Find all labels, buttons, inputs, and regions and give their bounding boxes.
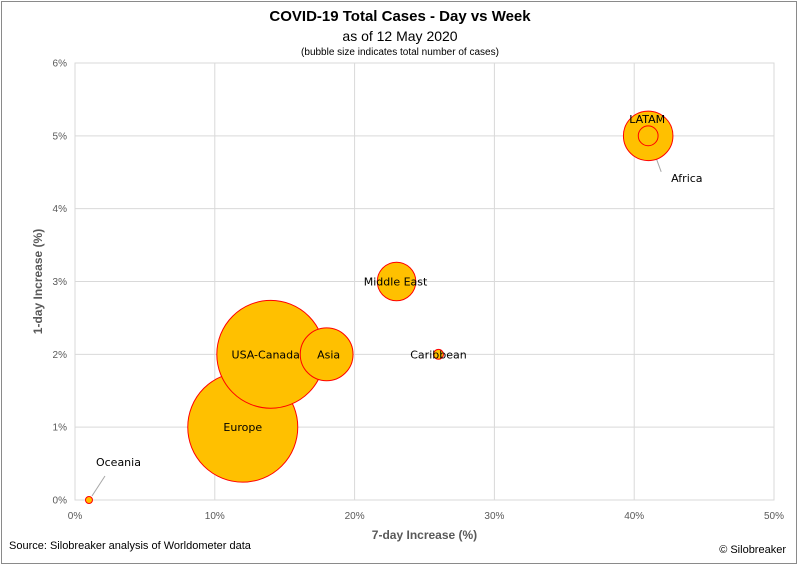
x-axis-title: 7-day Increase (%) xyxy=(372,528,477,542)
x-tick-label: 50% xyxy=(764,511,784,522)
y-tick-label: 1% xyxy=(53,423,68,434)
y-axis-title: 1-day Increase (%) xyxy=(31,229,45,334)
chart-note: (bubble size indicates total number of c… xyxy=(301,47,499,58)
x-tick-label: 40% xyxy=(624,511,644,522)
chart-title: COVID-19 Total Cases - Day vs Week xyxy=(269,8,531,25)
y-tick-label: 2% xyxy=(53,350,68,361)
source-note: Source: Silobreaker analysis of Worldome… xyxy=(9,540,251,552)
bubble-label: USA-Canada xyxy=(232,348,300,361)
bubble-middle-east xyxy=(376,261,417,302)
bubbles xyxy=(84,110,674,504)
y-tick-label: 0% xyxy=(53,496,68,507)
x-tick-label: 20% xyxy=(345,511,365,522)
y-tick-label: 5% xyxy=(53,131,68,142)
bubble-label: LATAM xyxy=(629,113,665,126)
bubble-asia xyxy=(299,327,354,382)
leader-line xyxy=(91,475,106,497)
bubble-oceania xyxy=(84,496,93,504)
tick-labels: 0% 10% 20% 30% 40% 50% 0% 1% 2% 3% 4% 5% 6% xyxy=(53,59,785,523)
y-tick-label: 3% xyxy=(53,277,68,288)
chart-subtitle: as of 12 May 2020 xyxy=(342,28,458,44)
copyright-note: © Silobreaker xyxy=(719,544,786,556)
x-tick-label: 10% xyxy=(205,511,225,522)
bubble-label: Asia xyxy=(317,348,340,361)
x-tick-label: 30% xyxy=(484,511,504,522)
y-tick-label: 6% xyxy=(53,59,68,70)
bubble-labels: Oceania Europe USA-Canada Asia Middle East Ca… xyxy=(96,113,703,469)
bubble-africa xyxy=(637,125,659,147)
y-tick-label: 4% xyxy=(53,204,68,215)
bubble-caribbean xyxy=(433,348,444,360)
leader-lines xyxy=(91,141,662,497)
x-tick-label: 0% xyxy=(68,511,83,522)
bubble-label: Middle East xyxy=(364,276,428,289)
bubble-label: Caribbean xyxy=(410,348,466,361)
bubble-label: Oceania xyxy=(96,456,141,469)
bubble-label: Africa xyxy=(671,172,702,185)
bubble-label: Europe xyxy=(223,421,262,434)
